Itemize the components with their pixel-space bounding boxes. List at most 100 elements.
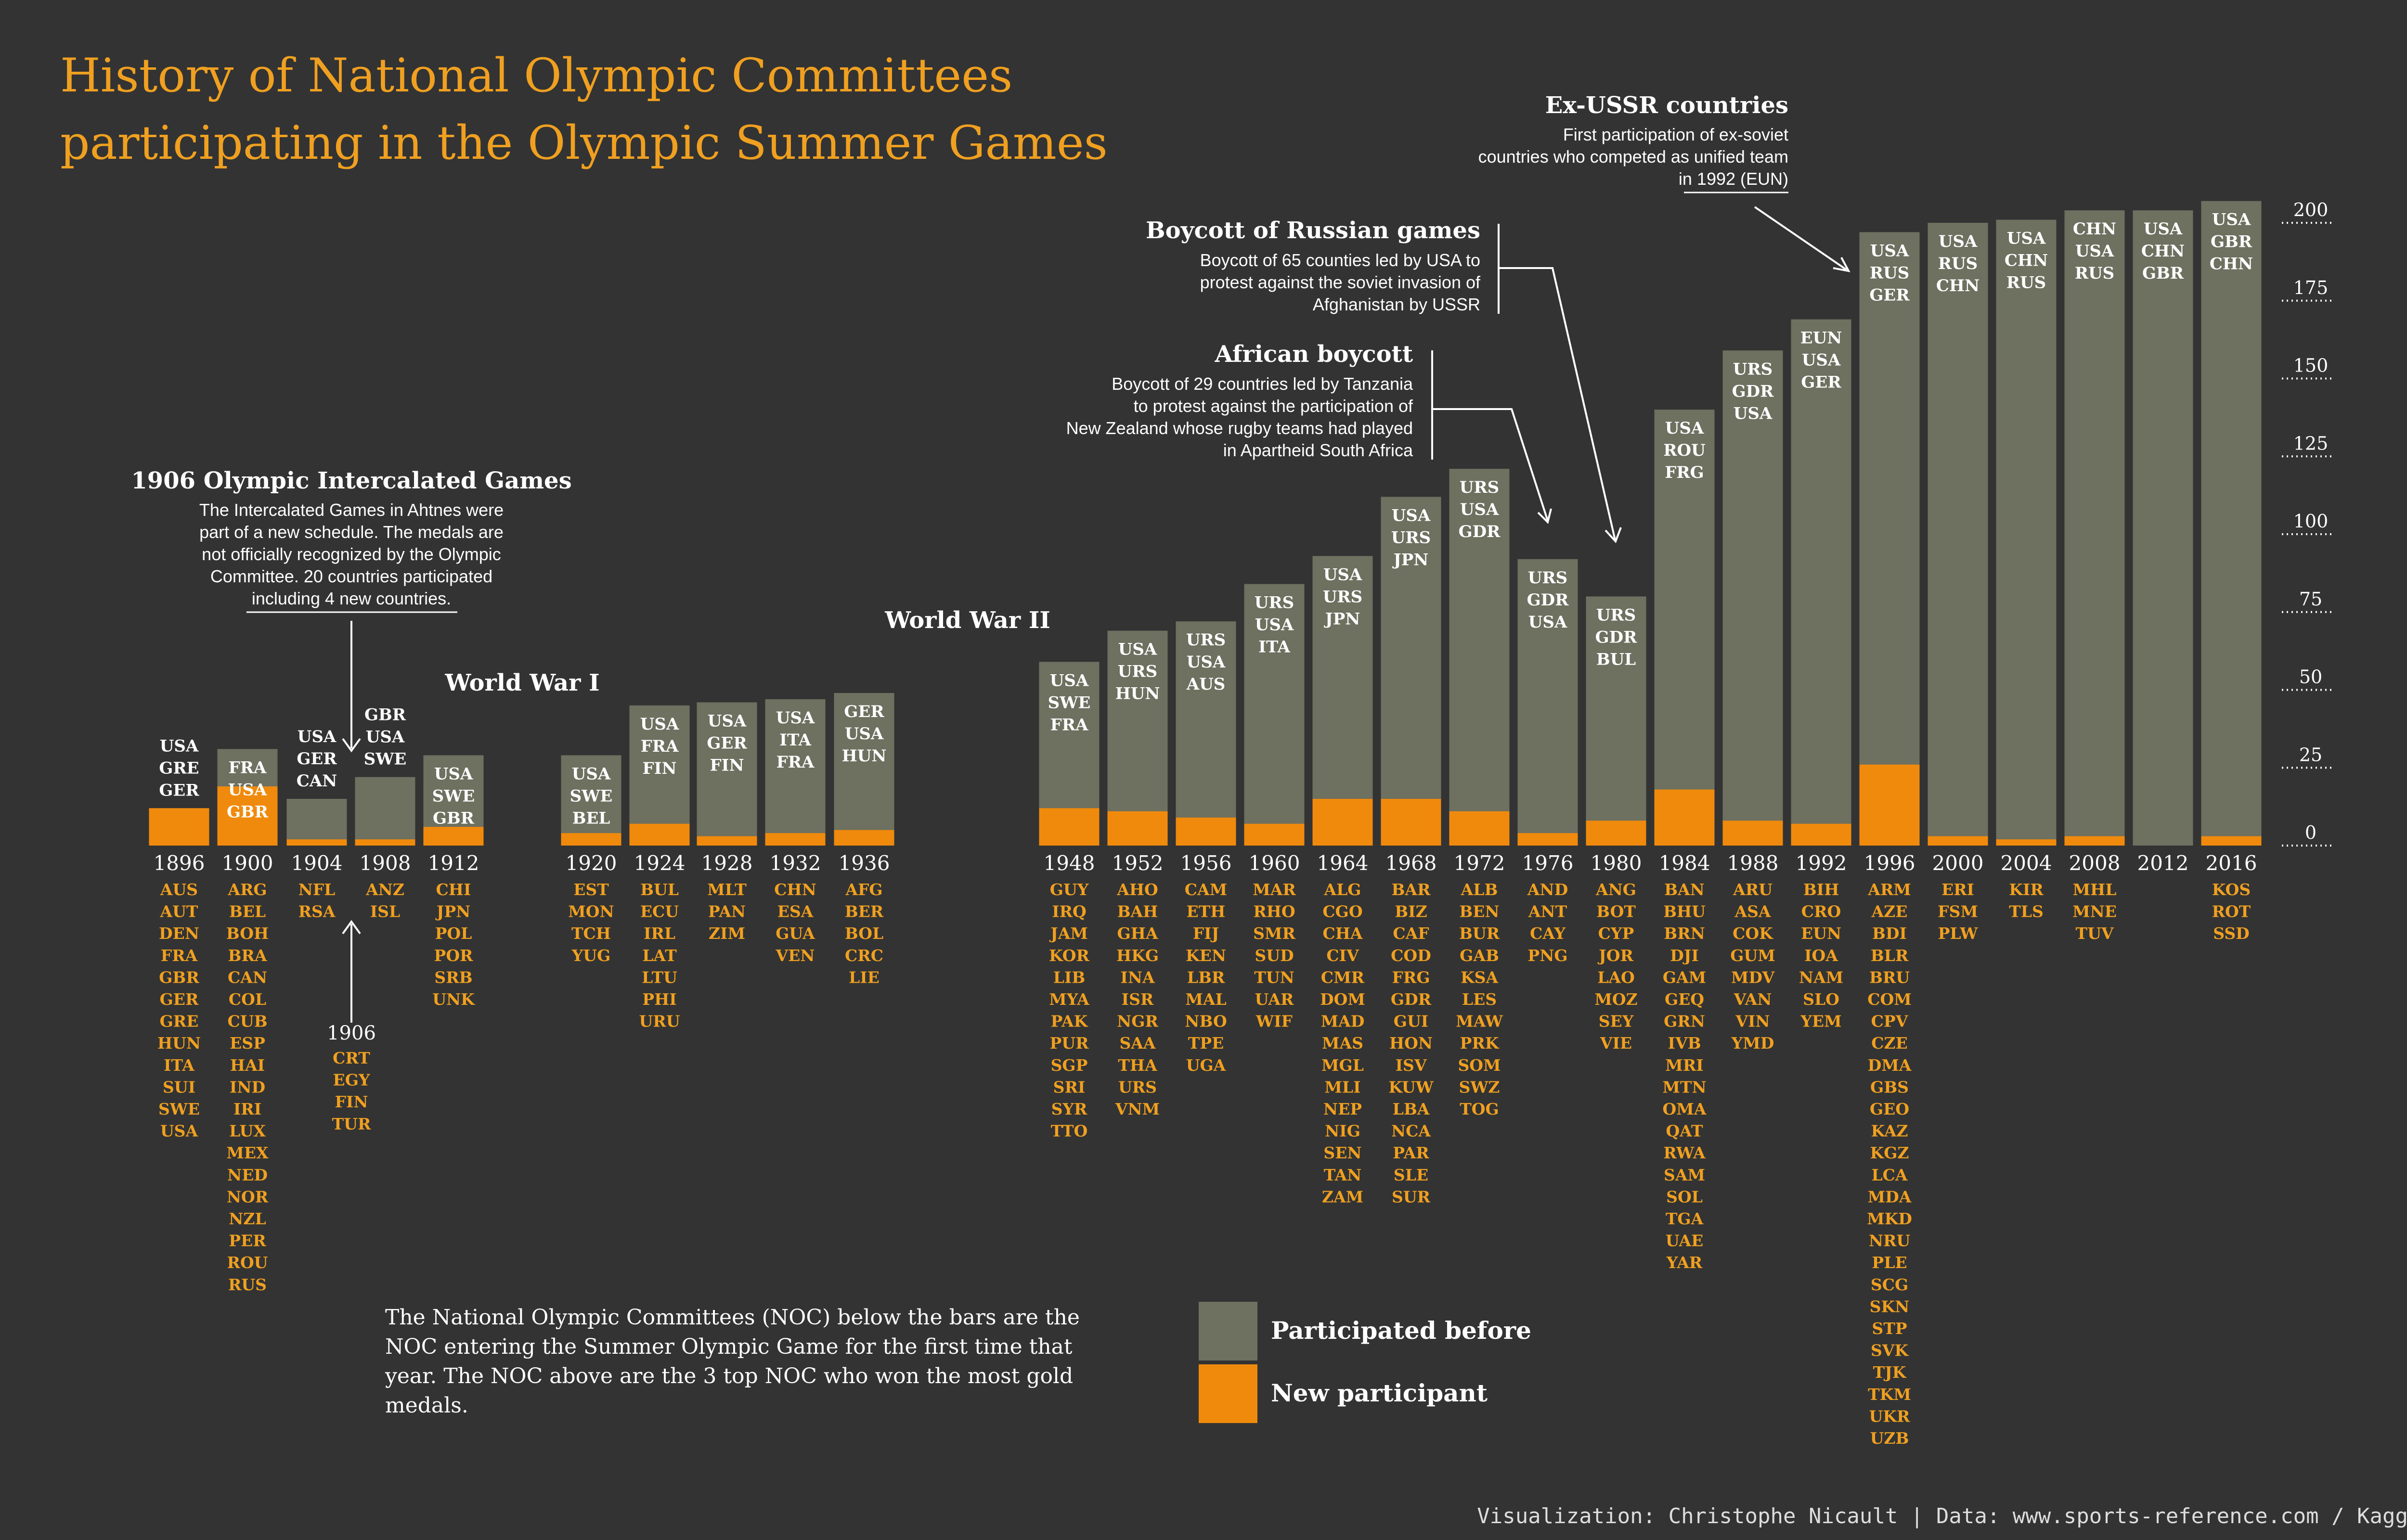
new-noc-1964-NEP: NEP xyxy=(1323,1100,1362,1118)
new-noc-1984-SOL: SOL xyxy=(1666,1187,1703,1206)
bar-participated-1960 xyxy=(1244,584,1305,846)
bar-new-1928 xyxy=(697,836,757,846)
new-noc-1956-KEN: KEN xyxy=(1186,946,1226,965)
new-noc-1980-JOR: JOR xyxy=(1597,946,1633,965)
new-noc-1996-DMA: DMA xyxy=(1868,1056,1912,1075)
new-noc-1996-STP: STP xyxy=(1872,1319,1907,1338)
chart-title-line-2: participating in the Olympic Summer Game… xyxy=(60,116,1108,170)
new-noc-1964-NIG: NIG xyxy=(1325,1122,1360,1141)
bar-new-1968 xyxy=(1381,798,1441,846)
intercalated-title: 1906 Olympic Intercalated Games xyxy=(131,467,571,494)
new-noc-1992-IOA: IOA xyxy=(1804,946,1838,965)
new-noc-1948-IRQ: IRQ xyxy=(1052,902,1087,921)
new-noc-1996-CZE: CZE xyxy=(1871,1034,1908,1052)
top3-label-1936-1: GER xyxy=(844,702,884,721)
year-label-1920: 1920 xyxy=(566,851,617,875)
new-noc-1968-BAR: BAR xyxy=(1392,880,1431,899)
top3-label-1928-2: GER xyxy=(707,733,747,753)
year-label-1968: 1968 xyxy=(1385,851,1437,875)
new-noc-1956-TPE: TPE xyxy=(1188,1034,1224,1052)
bar-new-1908 xyxy=(355,839,415,846)
top3-label-1988-3: USA xyxy=(1734,404,1773,423)
top3-label-1988-2: GDR xyxy=(1732,382,1774,401)
new-noc-1912-JPN: JPN xyxy=(435,902,471,921)
new-noc-1996-KGZ: KGZ xyxy=(1870,1143,1909,1162)
top3-label-2016-3: CHN xyxy=(2210,255,2253,274)
new-noc-1984-OMA: OMA xyxy=(1663,1100,1707,1118)
new-noc-1972-PRK: PRK xyxy=(1460,1034,1500,1052)
y-tick-label-150: 150 xyxy=(2293,355,2329,376)
new-noc-1992-YEM: YEM xyxy=(1800,1012,1841,1031)
new-noc-1984-QAT: QAT xyxy=(1666,1122,1703,1141)
year-label-2008: 2008 xyxy=(2069,851,2121,875)
new-noc-1960-SMR: SMR xyxy=(1253,924,1295,943)
new-noc-1996-LCA: LCA xyxy=(1871,1166,1907,1184)
new-noc-1972-TOG: TOG xyxy=(1460,1100,1499,1118)
new-noc-1936-CRC: CRC xyxy=(845,946,883,965)
new-noc-1968-SLE: SLE xyxy=(1394,1166,1428,1184)
new-noc-1960-WIF: WIF xyxy=(1255,1012,1293,1031)
top3-label-1952-1: USA xyxy=(1118,640,1157,659)
bars xyxy=(149,201,2262,846)
bar-new-1904 xyxy=(286,839,347,846)
top3-label-1932-2: ITA xyxy=(779,731,811,750)
new-noc-1912-UNK: UNK xyxy=(432,990,475,1009)
intercalated-line-3: not officially recognized by the Olympic xyxy=(202,544,501,564)
new-noc-1900-ROU: ROU xyxy=(227,1253,268,1272)
new-noc-1996-GBS: GBS xyxy=(1870,1078,1909,1096)
bar-new-2016 xyxy=(2201,836,2262,846)
top3-label-1904-2: GER xyxy=(297,749,337,769)
new-noc-1976-AND: AND xyxy=(1527,880,1568,899)
new-noc-1992-BIH: BIH xyxy=(1803,880,1839,899)
new-noc-1924-BUL: BUL xyxy=(640,880,679,899)
new-noc-2000-ERI: ERI xyxy=(1941,880,1974,899)
new-noc-1996-TJK: TJK xyxy=(1873,1363,1907,1382)
new-noc-1992-CRO: CRO xyxy=(1801,902,1841,921)
top3-label-2016-1: USA xyxy=(2212,210,2251,230)
top3-label-1900-2: USA xyxy=(228,780,267,799)
new-noc-1956-NBO: NBO xyxy=(1185,1012,1227,1031)
new-noc-1988-COK: COK xyxy=(1733,924,1773,943)
x-axis-year-labels: 1896 1900 1904 1908 1912 1920 1924 1928 1932 1936… xyxy=(154,851,2257,875)
top3-label-1904-1: USA xyxy=(298,727,336,746)
new-noc-1896-GER: GER xyxy=(160,990,199,1009)
top3-label-1900-1: FRA xyxy=(229,758,267,777)
chart-title-line-1: History of National Olympic Committees xyxy=(60,49,1012,103)
top3-label-1948-3: FRA xyxy=(1050,715,1088,734)
top3-label-2008-1: CHN xyxy=(2073,219,2116,239)
note-line-1: The National Olympic Committees (NOC) be… xyxy=(385,1305,1080,1330)
new-noc-1968-ISV: ISV xyxy=(1396,1056,1427,1075)
top3-label-1912-3: GBR xyxy=(433,808,475,828)
intercalated-line-4: Committee. 20 countries participated xyxy=(210,566,492,586)
top3-label-1992-3: GER xyxy=(1801,373,1841,392)
top3-label-1928-3: FIN xyxy=(710,756,744,775)
credit: Visualization: Christophe Nicault | Data… xyxy=(1477,1504,2407,1528)
new-noc-1912-POL: POL xyxy=(435,924,472,943)
new-noc-1984-MTN: MTN xyxy=(1662,1078,1706,1096)
new-noc-1948-PAK: PAK xyxy=(1051,1012,1088,1031)
new-noc-1964-MAD: MAD xyxy=(1321,1012,1365,1031)
bar-participated-1980 xyxy=(1586,596,1646,846)
new-noc-1984-GEQ: GEQ xyxy=(1665,990,1704,1009)
bar-new-1964 xyxy=(1312,798,1373,846)
new-noc-1968-NCA: NCA xyxy=(1391,1122,1431,1141)
exussr-line-3: in 1992 (EUN) xyxy=(1679,169,1788,189)
new-noc-1900-CAN: CAN xyxy=(228,968,267,987)
new-noc-1972-KSA: KSA xyxy=(1461,968,1499,987)
new-noc-1988-GUM: GUM xyxy=(1730,946,1775,965)
bar-participated-2012 xyxy=(2133,210,2193,846)
new-noc-1952-INA: INA xyxy=(1120,968,1155,987)
year-label-1992: 1992 xyxy=(1796,851,1847,875)
year-label-1912: 1912 xyxy=(428,851,479,875)
new-noc-1996-KAZ: KAZ xyxy=(1871,1122,1908,1141)
top3-label-2012-2: CHN xyxy=(2141,242,2185,261)
y-axis: 0 25 50 75 100 125 150 175 200 xyxy=(2282,199,2335,847)
top3-label-1924-3: FIN xyxy=(642,759,676,778)
top3-label-1996-1: USA xyxy=(1870,241,1909,260)
new-noc-1952-SAA: SAA xyxy=(1119,1034,1155,1052)
bar-participated-2004 xyxy=(1996,219,2057,846)
new-noc-1972-BUR: BUR xyxy=(1459,924,1500,943)
new-noc-1968-LBA: LBA xyxy=(1393,1100,1430,1118)
top3-label-1896-1: USA xyxy=(160,736,199,756)
new-noc-1948-TTO: TTO xyxy=(1051,1122,1088,1141)
